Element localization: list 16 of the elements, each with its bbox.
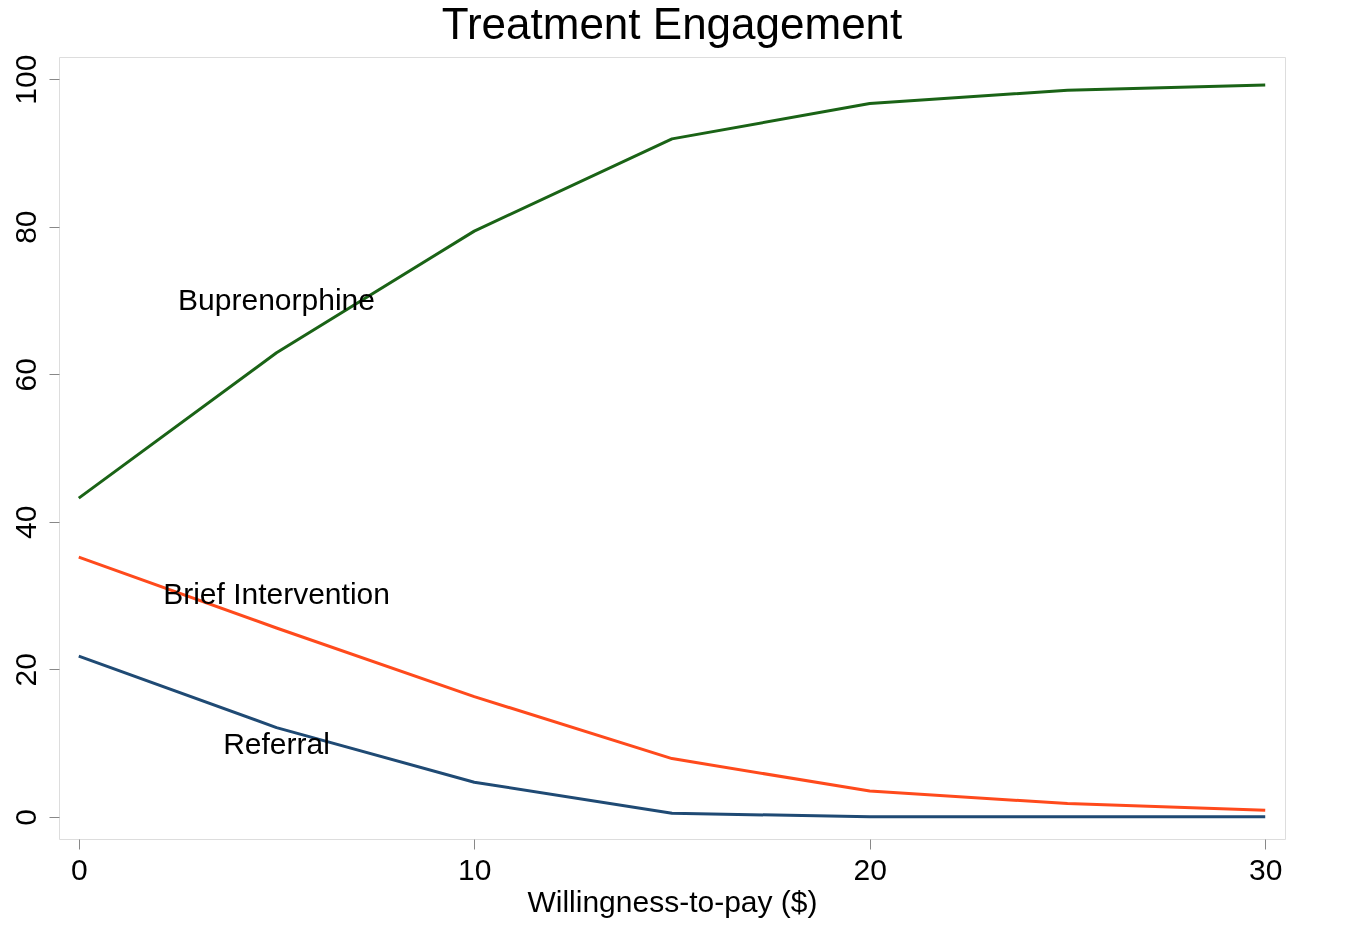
chart-title: Treatment Engagement <box>441 0 903 49</box>
y-tick-label: 40 <box>8 505 42 539</box>
y-tick-label: 80 <box>8 210 42 244</box>
x-tick-label: 30 <box>1249 852 1283 886</box>
x-tick-label: 10 <box>458 852 492 886</box>
line-series <box>77 83 1267 500</box>
y-tick-label: 0 <box>8 809 42 826</box>
x-tick-label: 0 <box>70 852 88 886</box>
y-tick-label: 100 <box>8 54 42 105</box>
series-label: Referral <box>223 726 330 760</box>
line-series <box>77 555 1267 812</box>
x-tick-label: 20 <box>853 852 887 886</box>
line-series <box>77 654 1267 819</box>
y-tick-label: 60 <box>8 358 42 392</box>
x-axis-title: Willingness-to-pay ($) <box>527 884 818 918</box>
y-tick-label: 20 <box>8 653 42 687</box>
